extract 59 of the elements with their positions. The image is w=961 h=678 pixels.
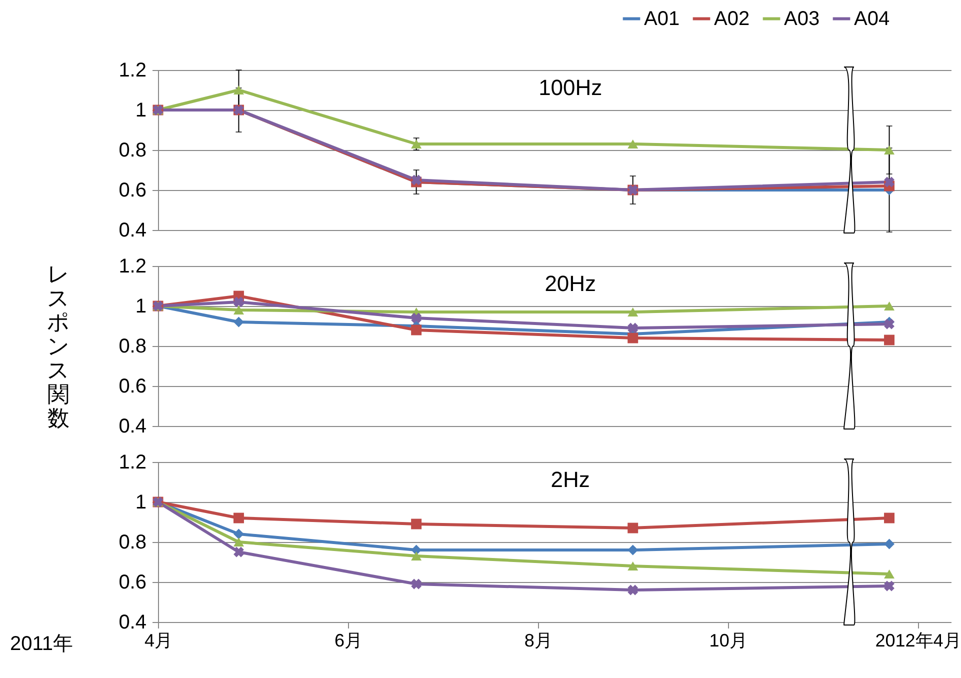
y-tick-label: 0.8: [118, 532, 146, 554]
legend-label: A01: [644, 8, 680, 30]
point: [884, 512, 895, 524]
legend-label: A03: [784, 8, 820, 30]
point: [628, 584, 638, 596]
x-tick-label: 4月: [144, 630, 173, 650]
point: [884, 580, 894, 592]
y-tick-label: 1: [135, 296, 146, 318]
y-tick-label: 1.2: [118, 60, 146, 82]
point: [628, 544, 638, 556]
point: [411, 324, 422, 336]
y-tick-label: 1.2: [118, 256, 146, 278]
point: [411, 139, 422, 149]
y-tick-label: 0.6: [118, 180, 146, 202]
point: [233, 512, 244, 524]
y-tick-label: 1: [135, 100, 146, 122]
point: [884, 538, 895, 550]
point: [234, 296, 244, 308]
point: [411, 518, 422, 530]
point: [411, 551, 422, 561]
text: 2011年: [10, 633, 74, 655]
y-axis-title: レスポンス関数: [47, 262, 70, 430]
point: [628, 139, 638, 149]
point: [233, 316, 244, 328]
point: [233, 537, 244, 547]
point: [233, 305, 244, 315]
point: [884, 145, 895, 155]
y-tick-label: 0.4: [118, 220, 146, 242]
point: [628, 322, 638, 334]
legend-label: A02: [714, 8, 750, 30]
point: [884, 334, 895, 346]
point: [411, 312, 422, 324]
chart-title: 100Hz: [538, 75, 602, 100]
point: [628, 332, 638, 344]
y-tick-label: 1: [135, 492, 146, 514]
x-tick-label: 6月: [334, 630, 362, 650]
legend-label: A04: [854, 8, 890, 30]
y-tick-label: 0.6: [118, 572, 146, 594]
x-tick-label: 10月: [709, 630, 748, 650]
point: [628, 522, 638, 534]
y-tick-label: 1.2: [118, 452, 146, 474]
point: [234, 546, 244, 558]
y-tick-label: 0.8: [118, 336, 146, 358]
chart-title: 20Hz: [544, 271, 596, 296]
y-tick-label: 0.4: [118, 416, 146, 438]
point: [233, 85, 244, 95]
chart-title: 2Hz: [550, 467, 590, 492]
point: [884, 176, 894, 188]
point: [628, 307, 638, 317]
point: [233, 528, 244, 540]
point: [884, 569, 895, 579]
x-tick-label: 8月: [524, 630, 552, 650]
point: [884, 301, 895, 311]
y-tick-label: 0.8: [118, 140, 146, 162]
point: [411, 578, 422, 590]
y-tick-label: 0.6: [118, 376, 146, 398]
point: [628, 561, 638, 571]
x-tick-label: 2012年4月: [875, 630, 961, 650]
y-tick-label: 0.4: [118, 612, 146, 634]
